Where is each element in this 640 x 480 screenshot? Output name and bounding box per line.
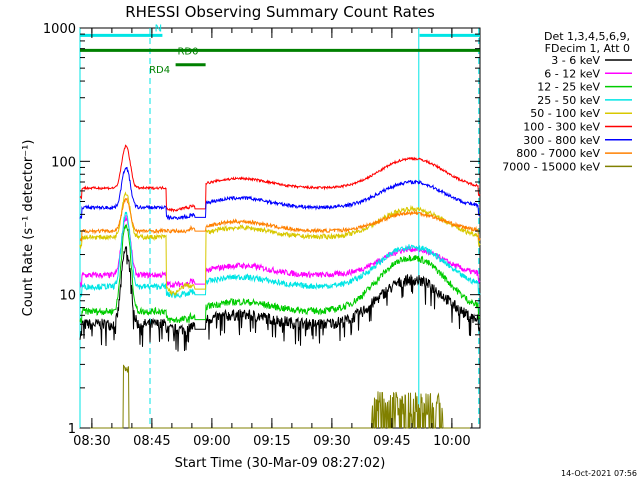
y-tick-label: 1000 (43, 22, 76, 37)
legend-label: 100 - 300 keV (523, 121, 600, 134)
legend-label: 300 - 800 keV (523, 134, 600, 147)
y-tick-label: 10 (59, 289, 76, 304)
series-line (80, 364, 480, 429)
legend-header-line-1: Det 1,3,4,5,6,9, (544, 30, 630, 43)
legend: Det 1,3,4,5,6,9, FDecim 1, Att 0 3 - 6 k… (502, 30, 632, 173)
series-line (79, 246, 481, 352)
x-tick-label: 08:30 (73, 434, 110, 449)
x-axis-label: Start Time (30-Mar-09 08:27:02) (175, 456, 386, 471)
series-line (79, 211, 481, 299)
y-tick-label: 1 (68, 422, 76, 437)
series-line (79, 197, 481, 242)
y-axis-label: Count Rate (s⁻¹ detector⁻¹) (21, 140, 36, 317)
series-line (79, 166, 481, 221)
series-line (79, 144, 481, 213)
x-tick-label: 09:00 (193, 434, 230, 449)
legend-label: 25 - 50 keV (537, 94, 600, 107)
x-axis: 08:30 08:45 09:00 09:15 09:30 09:45 10:00 (73, 28, 473, 449)
x-tick-label: 09:15 (253, 434, 290, 449)
legend-label: 12 - 25 keV (537, 81, 600, 94)
flag-label: RD0 (177, 46, 198, 57)
legend-label: 800 - 7000 keV (516, 147, 600, 160)
footer-timestamp: 14-Oct-2021 07:56 (561, 469, 637, 478)
series-line (79, 215, 481, 289)
legend-label: 7000 - 15000 keV (502, 160, 600, 173)
flag-label: N (155, 23, 162, 34)
flag-bars: N RD0 RD4 (80, 23, 480, 76)
legend-label: 3 - 6 keV (551, 54, 600, 67)
series-line (79, 223, 481, 324)
x-tick-label: 09:45 (373, 434, 410, 449)
series-lines (79, 144, 481, 429)
y-tick-label: 100 (51, 155, 76, 170)
x-tick-label: 08:45 (133, 434, 170, 449)
x-tick-label: 09:30 (313, 434, 350, 449)
time-markers (79, 28, 480, 428)
y-axis: 1 10 100 1000 (43, 22, 480, 437)
legend-label: 6 - 12 keV (544, 67, 600, 80)
legend-label: 50 - 100 keV (530, 107, 600, 120)
legend-header-line-2: FDecim 1, Att 0 (545, 42, 630, 55)
chart-title: RHESSI Observing Summary Count Rates (125, 3, 435, 21)
series-line (79, 191, 481, 297)
flag-label: RD4 (149, 65, 170, 76)
x-tick-label: 10:00 (433, 434, 470, 449)
